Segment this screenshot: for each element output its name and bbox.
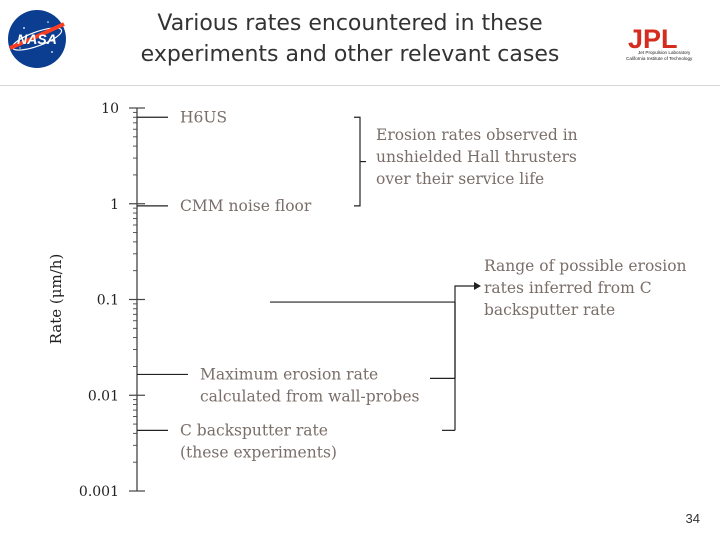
inferred-erosion-range-arrow-head	[474, 282, 481, 290]
unshielded-hall-erosion-label: unshielded Hall thrusters	[376, 148, 577, 166]
unshielded-hall-erosion-bracket	[354, 116, 361, 207]
unshielded-hall-erosion-label: over their service life	[376, 170, 544, 188]
y-axis-label: Rate (μm/h)	[47, 254, 65, 345]
jpl-caption-line2: California Institute of Technology	[626, 56, 693, 61]
nasa-logo-disc	[8, 10, 66, 68]
c-backsputter-label: (these experiments)	[180, 443, 337, 461]
nasa-logo: NASA	[8, 10, 66, 68]
y-tick-label: 1	[110, 197, 119, 213]
page-number: 34	[685, 511, 700, 526]
slide-title-line2: experiments and other relevant cases	[140, 42, 560, 67]
nasa-logo-text: NASA	[17, 31, 57, 47]
y-tick-label: 10	[101, 101, 119, 117]
nasa-logo-swoosh	[9, 22, 65, 50]
max-erosion-wall-probes-label: Maximum erosion rate	[200, 365, 378, 383]
inferred-erosion-range-label: backsputter rate	[484, 301, 615, 319]
y-tick-label: 0.001	[79, 484, 119, 500]
header-divider	[0, 85, 720, 86]
jpl-caption: Jet Propulsion Laboratory California Ins…	[626, 50, 718, 62]
jpl-caption-line1: Jet Propulsion Laboratory	[638, 50, 691, 55]
max-erosion-wall-probes-label: calculated from wall-probes	[200, 387, 420, 405]
inferred-erosion-range-label: rates inferred from C	[484, 279, 652, 297]
cmm-noise-floor-label: CMM noise floor	[180, 197, 312, 215]
slide-title: Various rates encountered in these exper…	[120, 8, 580, 70]
unshielded-hall-erosion-label: Erosion rates observed in	[376, 126, 578, 144]
c-backsputter-label: C backsputter rate	[180, 421, 328, 439]
y-tick-label: 0.01	[88, 388, 119, 404]
slide-header: NASA Various rates encountered in these …	[0, 0, 720, 86]
inferred-erosion-range-arrow-line	[454, 285, 474, 379]
inferred-erosion-range-label: Range of possible erosion	[484, 257, 687, 275]
jpl-logo: JPL	[628, 26, 678, 54]
slide-title-line1: Various rates encountered in these	[157, 11, 543, 36]
h6us-label: H6US	[180, 108, 227, 126]
jpl-logo-text: JPL	[628, 26, 678, 54]
erosion-rate-chart: 10 1 0.1 0.01 0.001 Rate (μm/h) H6US CMM noise …	[47, 101, 687, 500]
y-tick-label: 0.1	[97, 293, 119, 309]
